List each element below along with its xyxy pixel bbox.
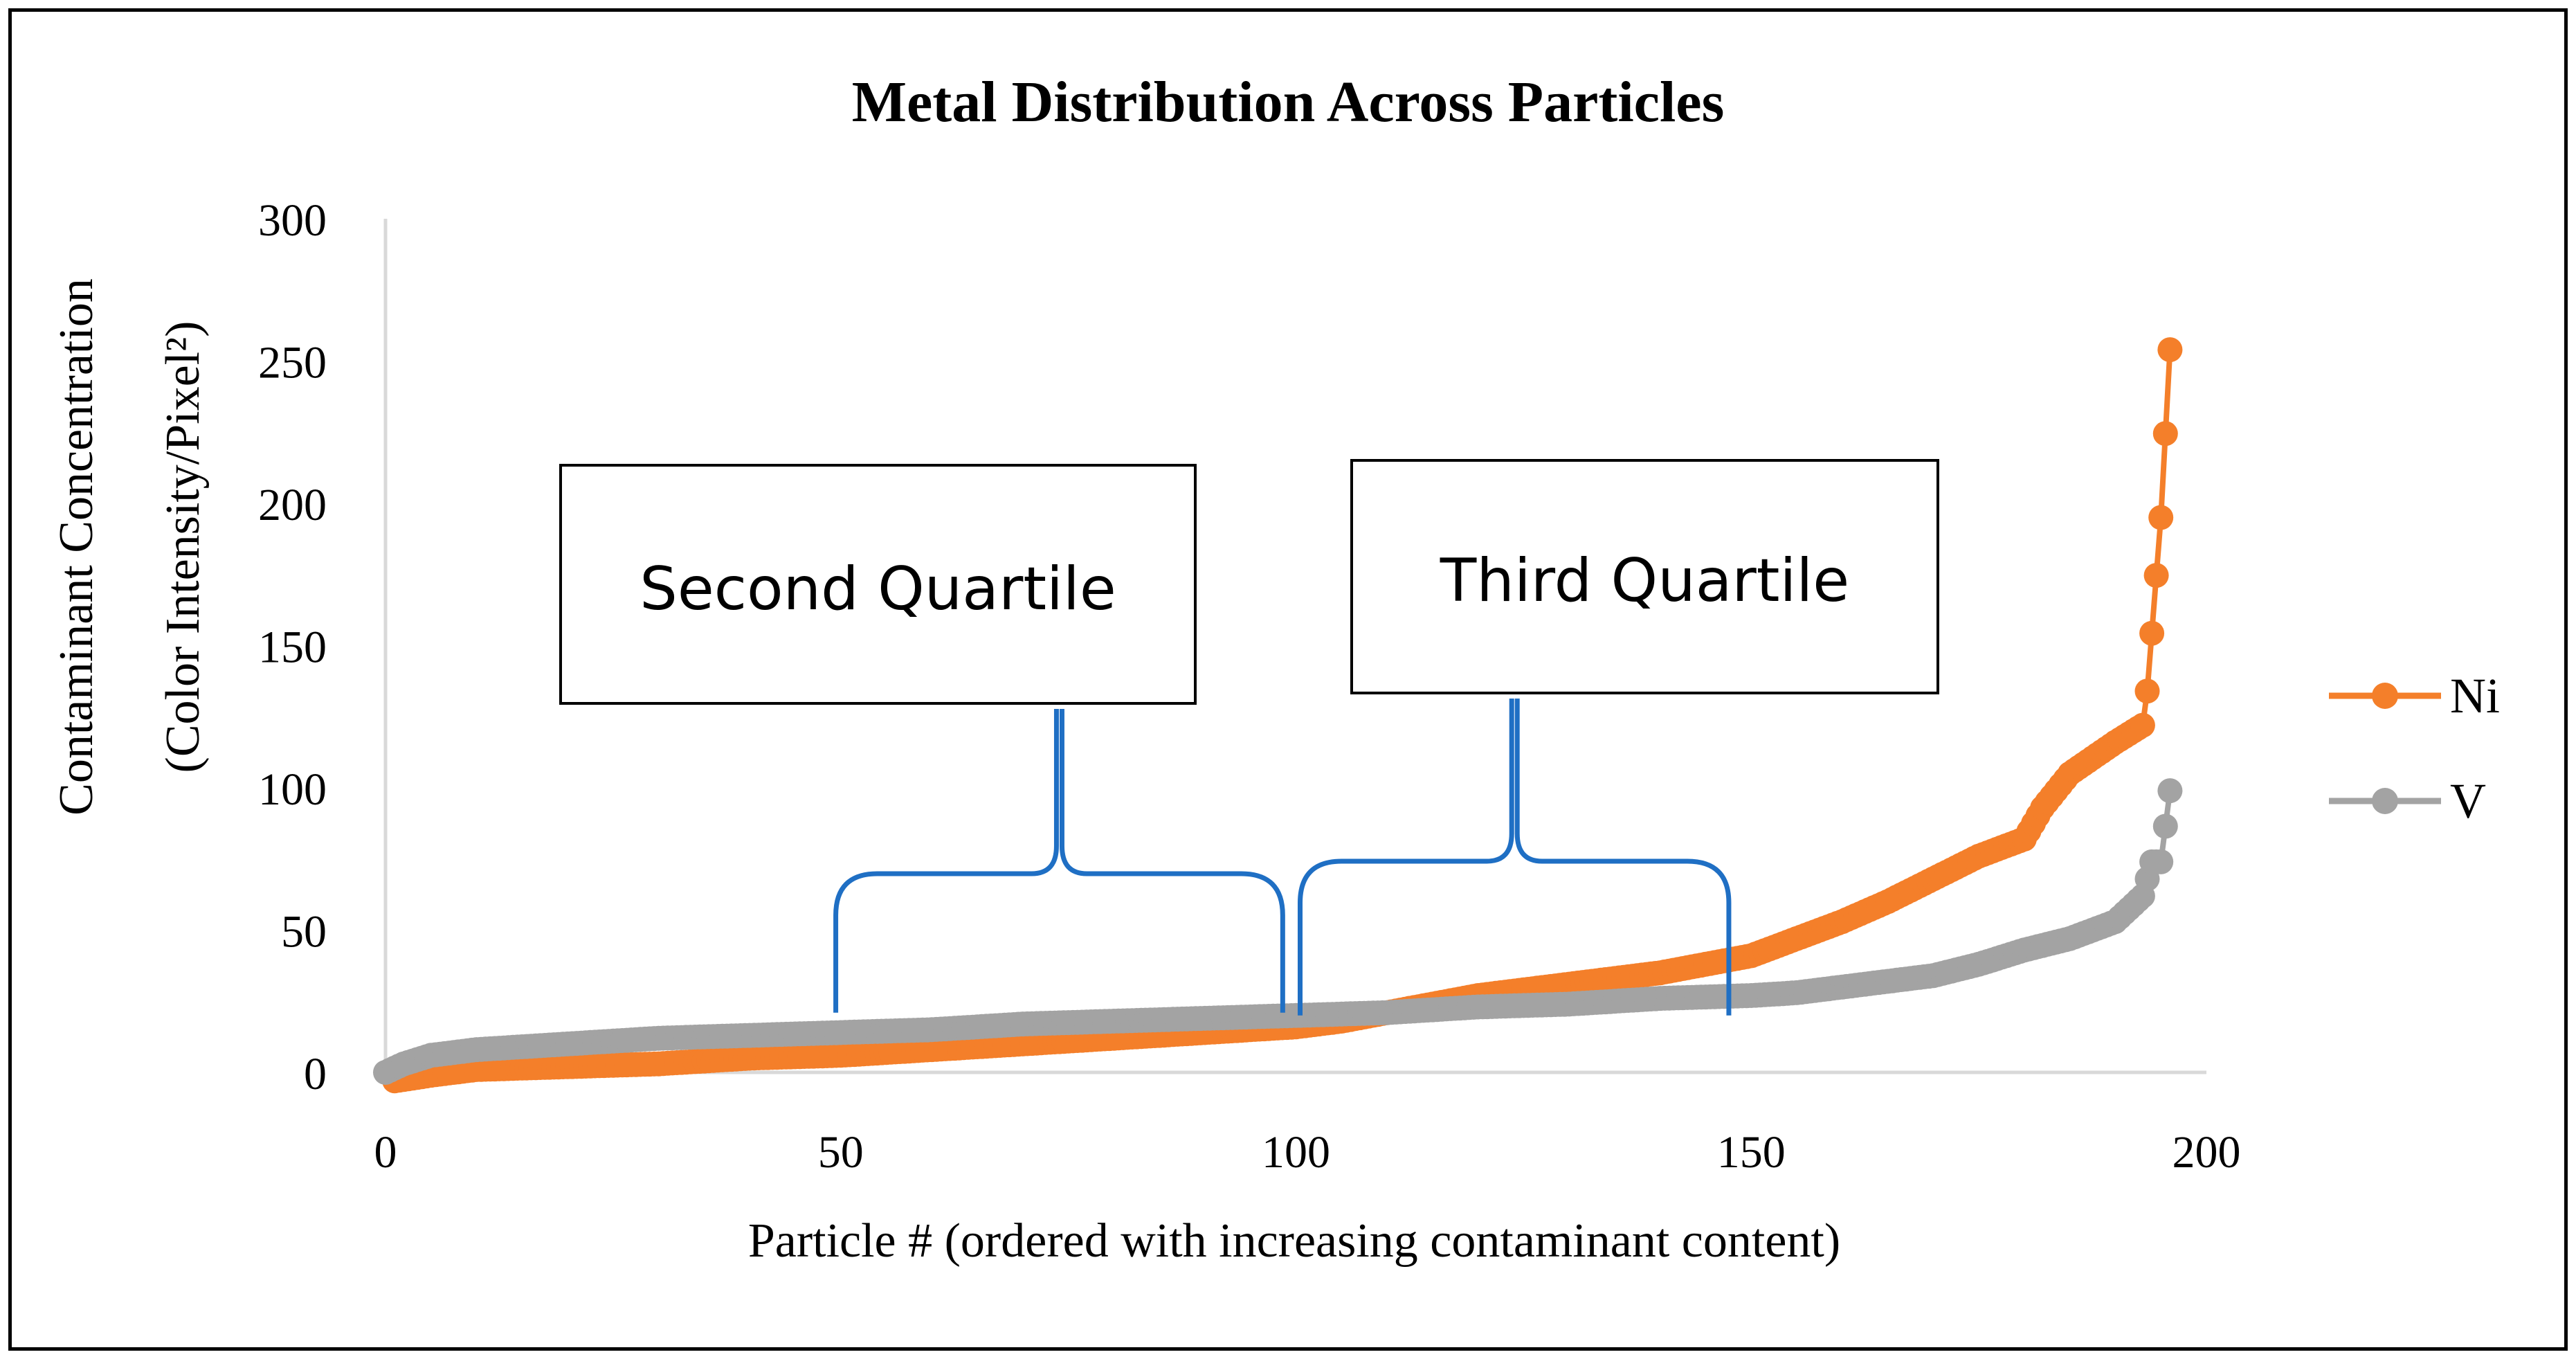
series-v (373, 778, 2183, 1085)
data-point (2134, 678, 2160, 704)
y-tick-label: 250 (258, 338, 327, 388)
y-axis-label: Contaminant Concentration (50, 278, 103, 816)
legend-label: Ni (2450, 668, 2500, 723)
y-tick-label: 150 (258, 622, 327, 673)
chart-title: Metal Distribution Across Particles (852, 70, 1725, 134)
annotation-2: Third Quartile (1298, 459, 1939, 1016)
x-tick-label: 150 (1717, 1127, 1786, 1178)
legend-label: V (2450, 773, 2486, 829)
y-axis-label-group: Contaminant Concentration (Color Intensit… (50, 278, 210, 816)
data-point (2152, 813, 2178, 839)
y-axis-label-units: (Color Intensity/Pixel²) (156, 321, 210, 773)
annotation-box (1350, 459, 1939, 694)
legend: Ni V (2329, 668, 2500, 829)
annotation-1: Second Quartile (559, 464, 1285, 1013)
x-tick-label: 100 (1262, 1127, 1330, 1178)
annotation-label: Third Quartile (1440, 546, 1849, 615)
plot-area: Metal Distribution Across Particles 0 50 10… (50, 70, 2500, 1268)
x-axis-label: Particle # (ordered with increasing cont… (748, 1214, 1840, 1268)
annotation-box (559, 464, 1197, 705)
y-tick-label: 100 (258, 764, 327, 815)
legend-marker (2372, 683, 2398, 709)
legend-marker (2372, 788, 2398, 814)
data-point (2157, 337, 2183, 363)
annotation-brace (1298, 699, 1732, 1016)
y-tick-label: 50 (281, 907, 327, 957)
annotation-brace (833, 709, 1285, 1013)
y-tick-label: 0 (304, 1049, 327, 1099)
data-point (2157, 778, 2183, 804)
y-tick-label: 300 (258, 195, 327, 246)
y-tick-label: 200 (258, 480, 327, 530)
legend-item-ni: Ni (2329, 668, 2500, 723)
x-tick-label: 0 (374, 1127, 397, 1178)
data-point (2143, 563, 2169, 588)
data-point (2130, 712, 2155, 738)
data-point (2139, 620, 2165, 646)
annotation-label: Second Quartile (640, 555, 1116, 624)
data-point (2148, 505, 2174, 530)
x-tick-label: 50 (818, 1127, 864, 1178)
data-point (2148, 849, 2174, 874)
legend-item-v: V (2329, 773, 2486, 829)
chart-frame (8, 8, 2568, 1351)
data-point (2152, 421, 2178, 447)
x-tick-label: 200 (2173, 1127, 2241, 1178)
